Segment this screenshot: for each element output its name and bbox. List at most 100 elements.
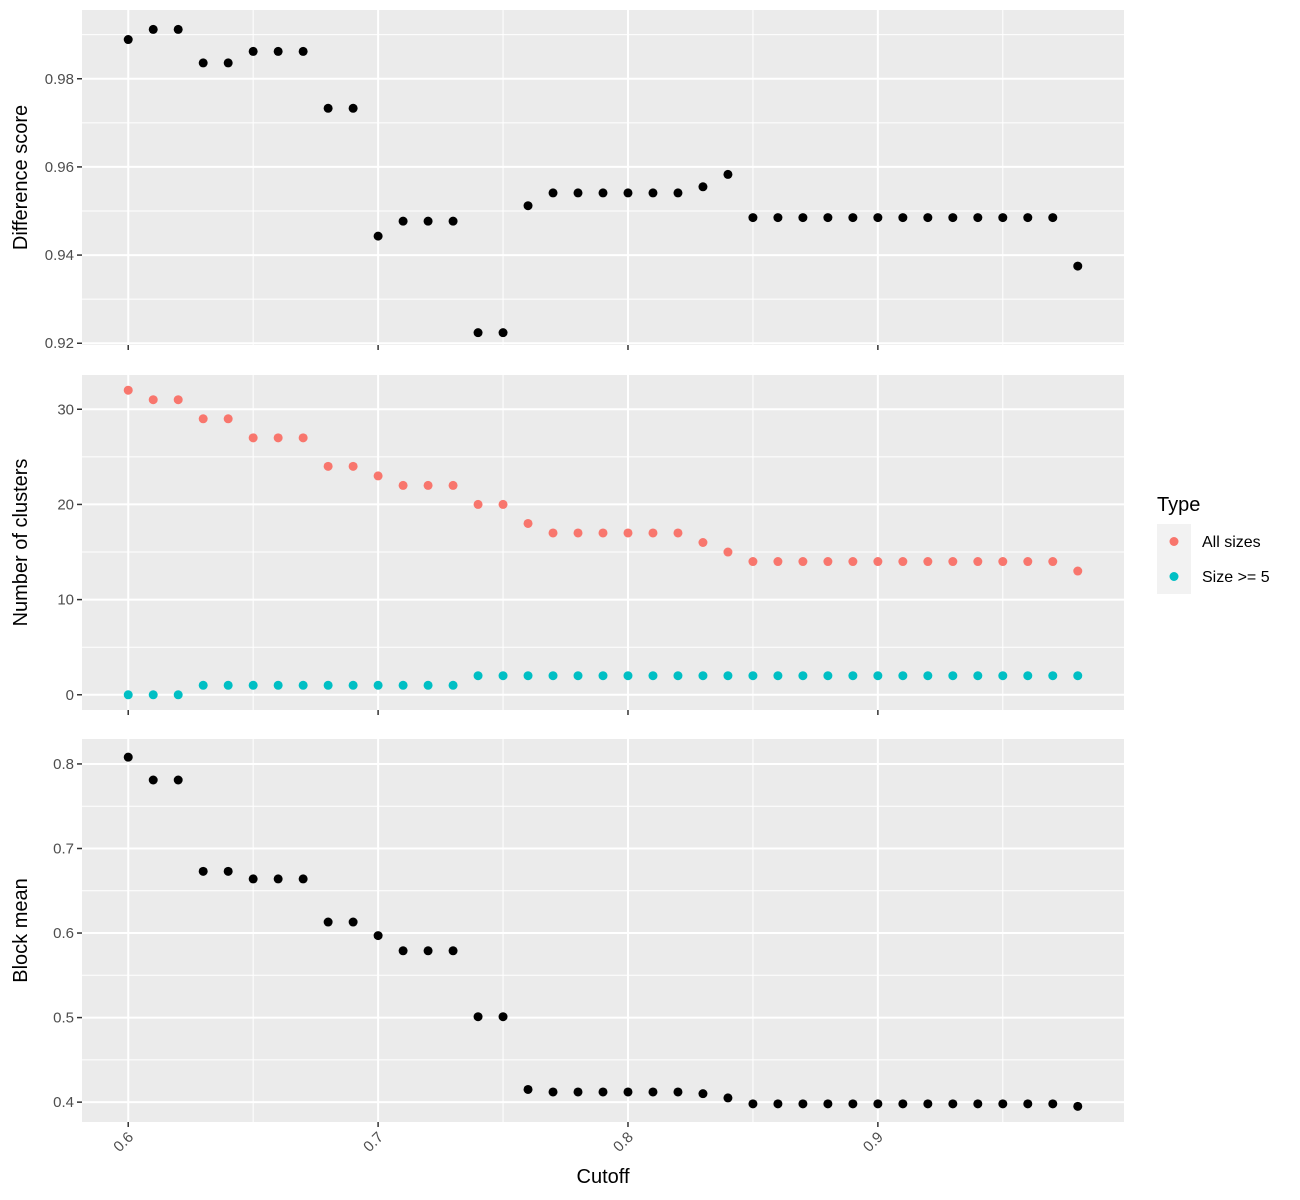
data-point (1023, 1099, 1033, 1109)
data-point (673, 1087, 683, 1097)
data-point (798, 557, 808, 567)
data-point (398, 946, 408, 956)
y-tick-label: 0.5 (53, 1010, 74, 1027)
data-point (248, 433, 258, 443)
x-tick-label: 0.6 (110, 1129, 137, 1156)
data-point (448, 680, 458, 690)
data-point (373, 931, 383, 941)
data-point (598, 188, 608, 198)
y-tick-label: 20 (57, 496, 74, 513)
data-point (1023, 557, 1033, 567)
y-tick-label: 0.98 (45, 71, 74, 88)
data-point (973, 557, 983, 567)
data-point (598, 528, 608, 538)
y-tick-label: 0.96 (45, 159, 74, 176)
x-tick-label: 0.7 (360, 1129, 387, 1156)
data-point (523, 201, 533, 211)
data-point (1073, 1101, 1083, 1111)
panel-background (82, 739, 1124, 1122)
data-point (923, 557, 933, 567)
data-point (573, 528, 583, 538)
data-point (548, 188, 558, 198)
data-point (348, 680, 358, 690)
data-point (673, 188, 683, 198)
data-point (273, 46, 283, 56)
data-point (223, 680, 233, 690)
y-tick-label: 30 (57, 401, 74, 418)
panel-1: 0.92 0.94 0.96 0.98 Difference score (10, 10, 1124, 352)
data-point (298, 874, 308, 884)
y-tick-label: 10 (57, 592, 74, 609)
data-point (648, 671, 658, 681)
data-point (998, 1099, 1008, 1109)
data-point (798, 213, 808, 223)
data-point (948, 557, 958, 567)
data-point (523, 518, 533, 528)
data-point (848, 1099, 858, 1109)
y-tick-label: 0.92 (45, 335, 74, 352)
data-point (623, 188, 633, 198)
data-point (773, 671, 783, 681)
data-point (148, 690, 158, 700)
data-point (1073, 261, 1083, 271)
data-point (773, 1099, 783, 1109)
data-point (973, 671, 983, 681)
data-point (298, 46, 308, 56)
data-point (698, 182, 708, 192)
data-point (573, 188, 583, 198)
data-point (273, 433, 283, 443)
data-point (748, 671, 758, 681)
data-point (448, 216, 458, 226)
legend-title: Type (1157, 494, 1200, 516)
data-point (1048, 671, 1058, 681)
data-point (898, 213, 908, 223)
data-point (723, 1093, 733, 1103)
series-1 (123, 385, 1083, 576)
data-point (498, 499, 508, 509)
data-point (1048, 213, 1058, 223)
data-point (873, 557, 883, 567)
data-point (923, 213, 933, 223)
panel-background (82, 375, 1124, 710)
x-tick-label: 0.9 (860, 1129, 887, 1156)
data-point (598, 671, 608, 681)
data-point (798, 1099, 808, 1109)
data-point (923, 671, 933, 681)
y-tick-label: 0.4 (53, 1094, 74, 1111)
data-point (748, 1099, 758, 1109)
data-point (348, 917, 358, 927)
data-point (673, 671, 683, 681)
data-point (1073, 566, 1083, 576)
data-point (823, 671, 833, 681)
data-point (373, 680, 383, 690)
data-point (848, 671, 858, 681)
data-point (998, 557, 1008, 567)
data-point (573, 1087, 583, 1097)
data-point (623, 528, 633, 538)
data-point (823, 213, 833, 223)
data-point (823, 557, 833, 567)
data-point (948, 213, 958, 223)
data-point (473, 671, 483, 681)
data-point (323, 103, 333, 113)
data-point (698, 671, 708, 681)
data-point (673, 528, 683, 538)
legend-swatch (1169, 572, 1179, 581)
data-point (123, 385, 133, 395)
data-point (1048, 557, 1058, 567)
y-tick-label: 0.7 (53, 840, 74, 857)
data-point (498, 671, 508, 681)
data-point (548, 528, 558, 538)
y-tick-label: 0.6 (53, 925, 74, 942)
data-point (273, 874, 283, 884)
data-point (148, 395, 158, 405)
data-point (723, 671, 733, 681)
data-point (1073, 671, 1083, 681)
data-point (498, 1012, 508, 1022)
data-point (1048, 1099, 1058, 1109)
y-axis-title: Number of clusters (10, 459, 32, 627)
data-point (623, 671, 633, 681)
legend: Type All sizes Size >= 5 (1157, 494, 1270, 594)
data-point (398, 216, 408, 226)
